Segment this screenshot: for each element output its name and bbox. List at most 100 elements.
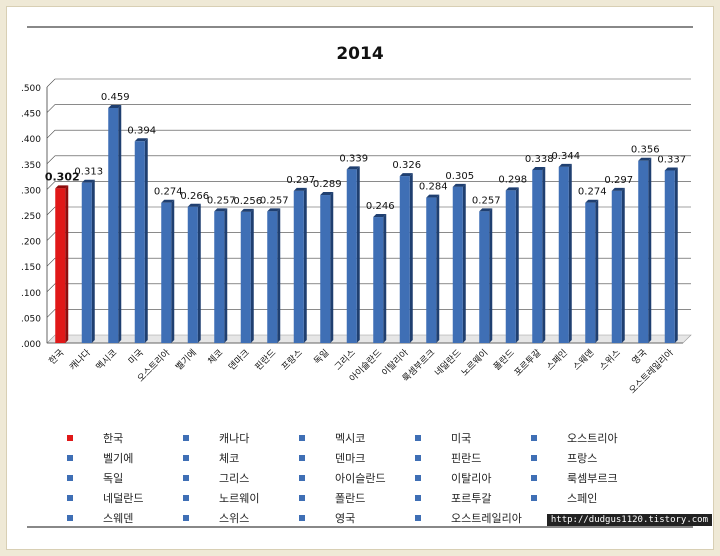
y-tick-label: .200 [21, 238, 41, 248]
gridline [46, 206, 691, 216]
bar [611, 190, 622, 343]
legend-label: 스위스 [219, 512, 250, 525]
x-tick-label: 스위스 [598, 347, 623, 372]
legend-swatch [67, 455, 73, 461]
legend-label: 오스트리아 [567, 432, 618, 445]
bar-value-label: 0.459 [101, 92, 130, 103]
bar-side [568, 163, 572, 343]
bar-top [81, 179, 95, 183]
bar-side [65, 185, 69, 343]
x-tick-label: 네덜란드 [432, 347, 464, 379]
x-tick-label: 체코 [206, 347, 225, 366]
legend-item: 네덜란드 [67, 489, 143, 507]
legend-item: 프랑스 [531, 449, 597, 467]
bar-value-label: 0.297 [604, 175, 633, 186]
x-tick-label: 벨기에 [174, 347, 199, 372]
gridline [46, 78, 691, 88]
bar-side [648, 157, 652, 343]
bar-top [452, 183, 466, 187]
legend-swatch [415, 435, 421, 441]
legend-swatch [531, 455, 537, 461]
watermark: http://dudgus1120.tistory.com [546, 514, 712, 526]
bar-value-label: 0.284 [419, 182, 448, 193]
legend-label: 핀란드 [451, 452, 482, 465]
legend-item: 체코 [183, 449, 239, 467]
bar-value-label: 0.394 [127, 125, 156, 136]
legend: 한국 캐나다 멕시코 미국 오스트리아 벨기에 체코 덴마크 핀란드 프랑스 독일 그리스 아이슬란드 이… [47, 429, 687, 533]
legend-label: 룩셈부르크 [567, 472, 618, 485]
x-tick-label: 한국 [47, 347, 66, 366]
bar-value-label: 0.298 [498, 174, 527, 185]
gridline [46, 104, 691, 113]
bar-value-label: 0.344 [551, 151, 580, 162]
legend-item: 노르웨이 [183, 489, 259, 507]
bar-side [303, 187, 307, 343]
legend-swatch [531, 435, 537, 441]
bar-side [224, 208, 228, 343]
y-tick-label: .450 [21, 110, 41, 120]
bar-value-label: 0.339 [339, 153, 368, 164]
x-tick-label: 미국 [126, 347, 145, 366]
x-tick-label: 오스트레일리아 [627, 347, 676, 396]
bar-value-label: 0.257 [260, 195, 289, 206]
gridline [46, 257, 691, 267]
bar-side [330, 192, 334, 343]
legend-item: 폴란드 [299, 489, 365, 507]
bar-value-label: 0.305 [445, 171, 474, 182]
bar-top [664, 167, 678, 171]
legend-label: 아이슬란드 [335, 472, 386, 485]
bar-side [621, 187, 625, 343]
bar-side [356, 166, 360, 343]
gridline [46, 232, 691, 241]
legend-item: 이탈리아 [415, 469, 491, 487]
y-tick-label: .050 [21, 314, 41, 324]
bar-side [118, 104, 122, 343]
bar-value-label: 0.302 [45, 170, 80, 183]
bar [452, 186, 463, 343]
bar-top [161, 199, 175, 203]
legend-swatch [67, 475, 73, 481]
bar [293, 190, 304, 343]
bar [373, 217, 384, 343]
legend-swatch [299, 495, 305, 501]
gridline [46, 283, 691, 293]
legend-swatch [183, 435, 189, 441]
bar-top [611, 187, 625, 191]
gridline [46, 181, 691, 190]
bar-side [171, 199, 175, 343]
x-tick-label: 노르웨이 [458, 347, 490, 379]
legend-item: 벨기에 [67, 449, 133, 467]
legend-label: 폴란드 [335, 492, 366, 505]
legend-label: 스웨덴 [103, 512, 134, 525]
legend-item: 캐나다 [183, 429, 249, 447]
bar-value-label: 0.338 [525, 154, 554, 165]
legend-item: 독일 [67, 469, 123, 487]
y-tick-label: .300 [21, 186, 41, 196]
legend-item: 그리스 [183, 469, 249, 487]
bar-top [320, 192, 334, 196]
gridline [46, 155, 691, 165]
x-tick-label: 그리스 [333, 347, 358, 372]
bar-top [108, 104, 122, 108]
bar [267, 211, 278, 343]
bar-value-label: 0.257 [207, 195, 236, 206]
legend-swatch [415, 475, 421, 481]
legend-item: 스페인 [531, 489, 597, 507]
legend-item: 미국 [415, 429, 471, 447]
x-tick-label: 멕시코 [94, 347, 119, 372]
bar-value-label: 0.246 [366, 201, 395, 212]
legend-swatch [531, 475, 537, 481]
legend-label: 독일 [103, 472, 124, 485]
y-tick-label: .500 [21, 84, 41, 94]
x-tick-label: 캐나다 [68, 347, 94, 373]
x-tick-label: 영국 [630, 347, 649, 366]
bar-value-label: 0.313 [74, 167, 103, 178]
bar-value-label: 0.326 [392, 160, 421, 171]
y-tick-label: .150 [21, 263, 41, 273]
bar [214, 211, 225, 343]
legend-item: 한국 [67, 429, 123, 447]
bar-value-label: 0.289 [313, 179, 342, 190]
bar-top [134, 138, 148, 142]
bar [187, 206, 198, 343]
bar-top [267, 208, 281, 212]
